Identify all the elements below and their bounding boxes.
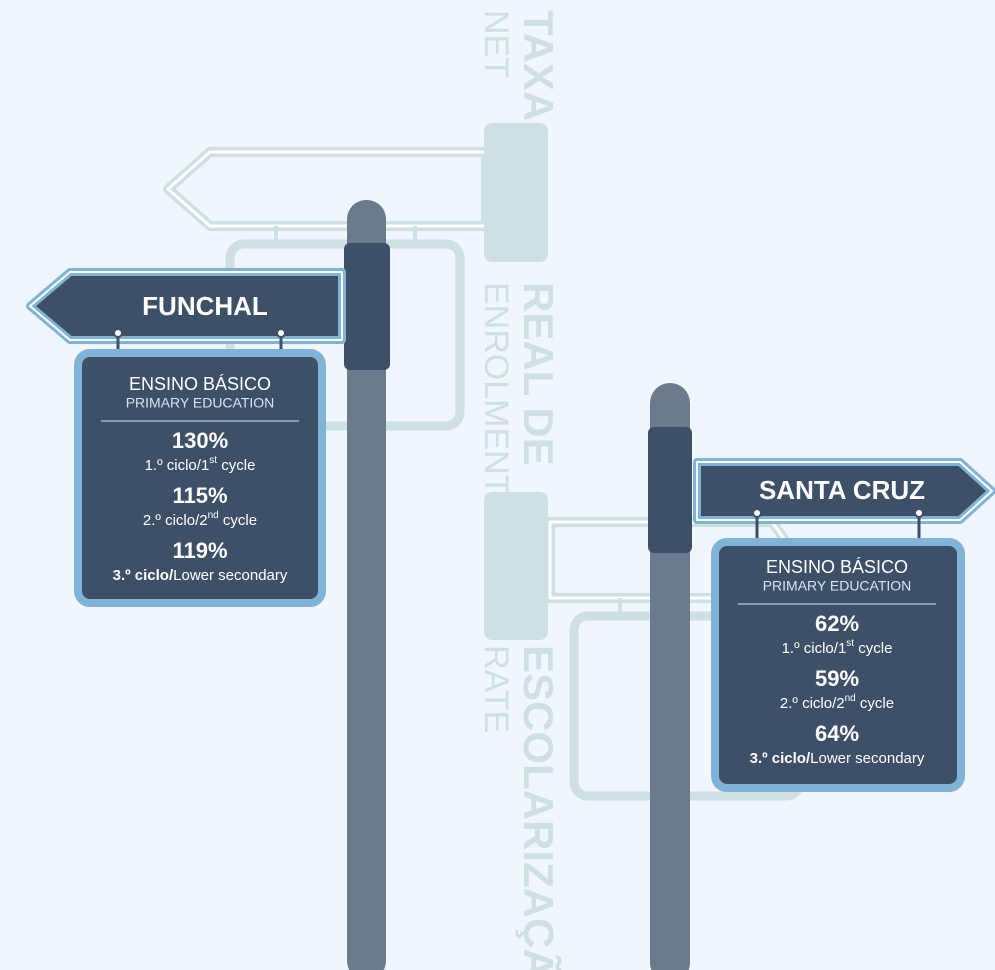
label-pt: 2.º ciclo/ [143,512,200,529]
label-pt: 2.º ciclo/ [780,695,837,712]
label-en: cycle [219,512,257,529]
item-value: 62% [815,611,859,636]
label-en-num: 1 [838,640,846,657]
label-en: cycle [217,457,255,474]
item-value: 64% [815,721,859,746]
item-value: 115% [172,483,227,508]
bg-arrow-inner [168,152,486,226]
hook-ring [915,509,923,517]
item-label: 3.º ciclo/Lower secondary [113,567,288,584]
label-en-num: 2 [199,512,207,529]
title-block [484,123,548,262]
item-label: 2.º ciclo/2nd cycle [143,510,257,529]
title-pt: TAXA [515,10,562,121]
board-subheading: PRIMARY EDUCATION [126,395,275,411]
label-en-num: 1 [201,457,209,474]
label-en: cycle [854,640,892,657]
sign-name: SANTA CRUZ [759,475,925,505]
item-value: 119% [172,538,227,563]
title-block [484,492,548,640]
label-en: Lower secondary [810,750,925,767]
label-pt: 3.º ciclo/ [750,750,811,767]
title-en: RATE [477,645,515,733]
label-en: cycle [856,695,894,712]
pole-cap [344,243,390,370]
label-pt: 1.º ciclo/ [145,457,202,474]
title-en: NET [477,10,515,78]
title-en: ENROLMENT [477,282,515,495]
bg-arrow [168,152,486,226]
hook-ring [277,329,285,337]
item-value: 59% [815,666,859,691]
label-pt: 1.º ciclo/ [782,640,839,657]
hook-ring [114,329,122,337]
item-label: 2.º ciclo/2nd cycle [780,693,894,712]
item-label: 1.º ciclo/1st cycle [782,638,893,657]
title-pt: ESCOLARIZAÇÃO [515,645,562,970]
item-label: 3.º ciclo/Lower secondary [750,750,925,767]
item-value: 130% [172,428,228,453]
title-pt: REAL DE [515,282,562,466]
label-en-sup: nd [845,693,856,704]
label-en-num: 2 [836,695,844,712]
label-en-sup: nd [208,510,219,521]
label-en: Lower secondary [173,567,288,584]
board-subheading: PRIMARY EDUCATION [763,578,912,594]
item-label: 1.º ciclo/1st cycle [145,455,256,474]
hook-ring [753,509,761,517]
page: TAXA REAL DE ESCOLARIZAÇÃO NET ENROLMENT RATE… [0,0,995,970]
pole-cap [648,427,692,553]
sign-name: FUNCHAL [142,291,268,321]
board-heading: ENSINO BÁSICO [766,557,908,577]
infographic: TAXA REAL DE ESCOLARIZAÇÃO NET ENROLMENT RATE… [0,0,995,970]
label-pt: 3.º ciclo/ [113,567,174,584]
board-heading: ENSINO BÁSICO [129,374,271,394]
